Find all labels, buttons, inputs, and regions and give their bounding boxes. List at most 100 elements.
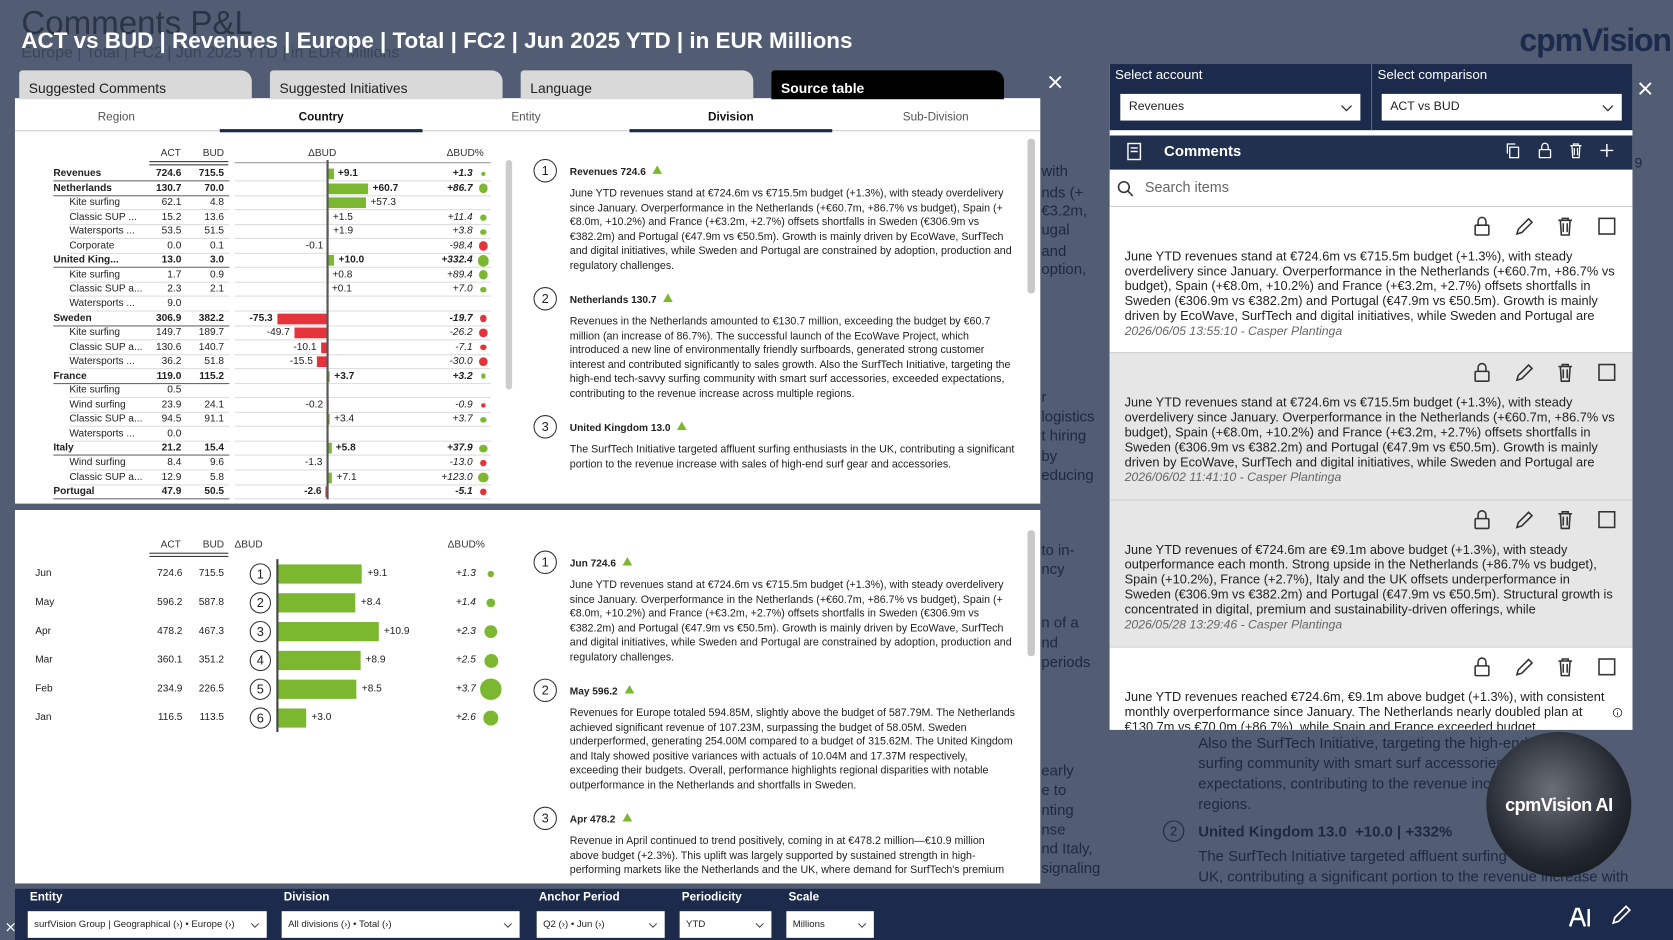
delta-bar [320,342,328,353]
subtab[interactable]: Region [97,110,135,124]
row-rule [234,368,491,370]
row-label: Jun [35,567,52,580]
pencil-button[interactable] [1513,508,1536,531]
delta-label: +10.0 [338,254,365,266]
subtab[interactable]: Sub-Division [902,110,969,124]
comment-list: 1 Jun 724.6 June YTD revenues stand at €72… [533,550,1015,879]
act-value: 130.7 [156,181,182,194]
row-label: Revenues [53,167,102,180]
row-label: Classic SUP a... [69,340,143,353]
delta-label: -15.5 [289,355,313,368]
act-value: 62.1 [161,196,182,209]
lock-button[interactable] [1470,655,1493,678]
dropdown[interactable]: Revenues [1120,93,1361,121]
box-button[interactable] [1595,214,1618,237]
close-button[interactable] [4,921,17,934]
trend-up-part [652,165,663,174]
pct-label: +1.3 [455,567,476,580]
bud-value: 351.2 [198,654,225,666]
pct-label: -19.7 [449,312,473,324]
lock-button[interactable] [1470,361,1493,384]
row-rule [53,267,230,269]
filter-dropdown[interactable]: YTD [679,911,772,938]
tab[interactable]: Source table [771,70,1005,100]
header-rule [192,164,229,166]
filter-dropdown[interactable]: surfVision Group | Geographical (›) • Eu… [27,911,267,938]
delta-label: +5.8 [335,442,356,454]
comment-text: June YTD revenues stand at €724.6m vs €7… [569,579,1012,664]
lock-button-part [1477,216,1487,226]
header-rule [149,161,193,163]
filter-dropdown[interactable]: Millions [786,911,874,938]
delta-label: +8.4 [360,596,381,609]
dropdown[interactable]: ACT vs BUD [1381,93,1622,121]
column-header: BUD [202,147,225,159]
trash-button-part [1558,658,1573,677]
lock-button-part [1474,224,1490,236]
pct-dot [479,329,488,337]
box-button[interactable] [1595,361,1618,384]
plus-button[interactable] [1597,141,1616,160]
subtab[interactable]: Country [298,110,344,124]
delta-label: +3.4 [334,413,355,426]
delta-label: -10.1 [293,340,317,353]
row-rule [234,295,491,298]
comment-number: 2 [533,287,557,311]
delta-label: +3.0 [311,711,332,724]
delta-bar [278,593,356,613]
search-input[interactable]: Search items [1144,179,1229,196]
close-button[interactable] [1046,73,1065,92]
rank-badge: 4 [249,649,272,672]
row-rule [69,281,230,283]
rank-badge: 2 [249,592,272,614]
panel-divider [1371,64,1373,131]
pct-dot [479,444,488,453]
background-text: and [1041,242,1067,260]
pencil-button[interactable] [1513,655,1536,678]
delta-label: -75.3 [249,312,273,324]
filter-label: Entity [29,890,63,904]
tab[interactable]: Suggested Comments [19,70,252,100]
trend-up [677,421,688,430]
subtab[interactable]: Division [708,110,754,124]
trash-button[interactable] [1553,508,1576,531]
box-button[interactable] [1595,508,1618,531]
lock-button-part [1477,362,1487,372]
ai-badge-label: cpmVision AI [1505,794,1613,816]
trash-button[interactable] [1566,141,1585,160]
trash-button[interactable] [1553,655,1576,678]
search-icon-part [1117,180,1130,194]
pencil-button[interactable] [1513,361,1536,384]
pct-dot [481,171,486,177]
trash-button[interactable] [1553,361,1576,384]
act-value: 596.2 [157,596,183,609]
search-icon [1117,180,1134,197]
ai-button[interactable] [1566,902,1596,932]
subtab[interactable]: Entity [511,110,541,124]
lock-button[interactable] [1535,141,1554,160]
filter-dropdown[interactable]: All divisions (›) • Total (›) [281,911,520,938]
lock-button[interactable] [1470,214,1493,237]
row-label: Kite surfing [69,196,121,209]
close-button[interactable] [1636,79,1655,98]
row-label: Classic SUP a... [69,471,143,483]
tab[interactable]: Suggested Initiatives [269,70,503,100]
bud-value: 382.2 [198,312,225,324]
act-value: 0.0 [167,427,182,440]
pct-label: +3.7 [452,413,473,426]
filter-dropdown[interactable]: Q2 (›) • Jun (›) [536,911,665,938]
trash-button[interactable] [1553,214,1576,237]
tab[interactable]: Language [520,70,754,100]
pct-label: -7.1 [455,340,473,353]
box-button[interactable] [1595,655,1618,678]
background-text: logistics [1041,407,1095,425]
pencil-button[interactable] [1513,214,1536,237]
row-label: Kite surfing [69,384,121,397]
copy-button[interactable] [1503,141,1522,160]
bud-value: 3.0 [209,254,225,266]
edit-button[interactable] [1609,902,1635,928]
comments-bar [1109,135,1633,170]
background-text: early [1041,761,1074,779]
lock-button[interactable] [1470,508,1493,531]
pct-label: +1.4 [455,596,476,609]
